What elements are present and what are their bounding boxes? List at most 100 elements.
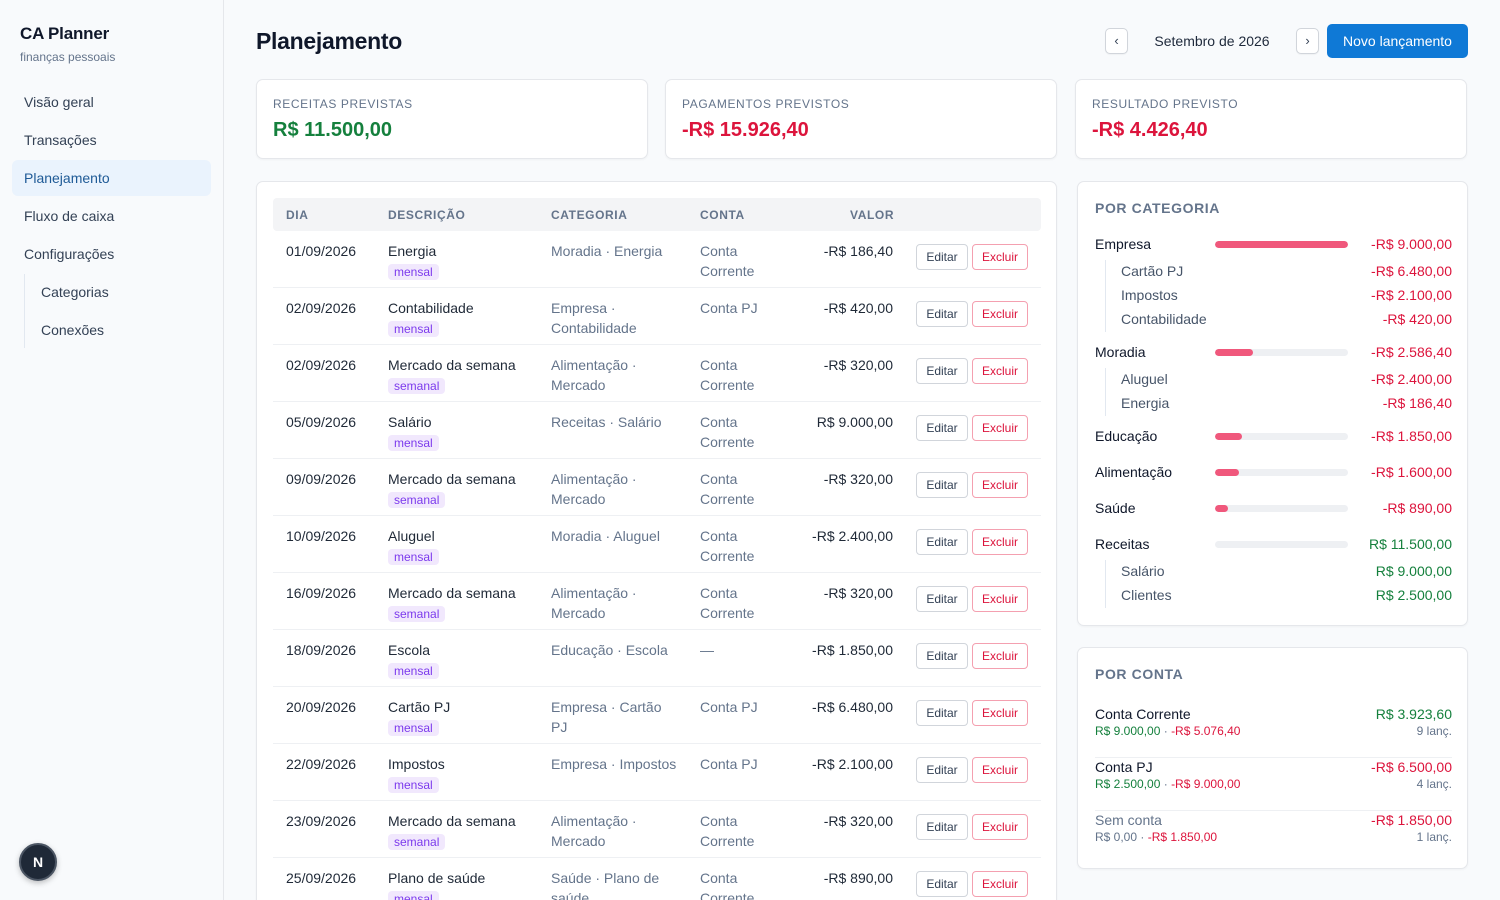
category-value: -R$ 9.000,00 — [1371, 236, 1452, 252]
edit-button[interactable]: Editar — [916, 871, 968, 897]
summary-value: -R$ 15.926,40 — [682, 119, 809, 141]
category-bar — [1215, 505, 1348, 512]
edit-button[interactable]: Editar — [916, 472, 968, 498]
table-row: 18/09/2026 Escola mensal Educação · Escola —… — [273, 630, 1041, 687]
frequency-badge: mensal — [388, 264, 439, 280]
previous-month-button[interactable]: ‹ — [1105, 28, 1128, 54]
category-bar-fill — [1215, 505, 1229, 512]
delete-button[interactable]: Excluir — [972, 814, 1028, 840]
row-date: 02/09/2026 — [286, 300, 357, 316]
subcategory-value: -R$ 420,00 — [1382, 311, 1452, 327]
account-breakdown-panel: POR CONTA Conta Corrente R$ 3.923,60 R$ 9.… — [1077, 647, 1468, 869]
separator: · — [1160, 724, 1172, 738]
new-entry-button[interactable]: Novo lançamento — [1327, 24, 1468, 58]
account-total: -R$ 6.500,00 — [1371, 759, 1452, 775]
edit-button[interactable]: Editar — [916, 814, 968, 840]
frequency-badge: mensal — [388, 891, 439, 900]
panel-title: POR CONTA — [1095, 666, 1184, 682]
category-name: Saúde — [1095, 500, 1136, 516]
table-row: 16/09/2026 Mercado da semana semanal Alimen… — [273, 573, 1041, 630]
row-account: Conta Corrente — [700, 528, 755, 564]
row-description-text: Aluguel — [388, 528, 435, 544]
row-amount: -R$ 890,00 — [823, 870, 893, 886]
row-category: Empresa · Contabilidade — [551, 300, 637, 336]
category-value: -R$ 1.600,00 — [1371, 464, 1452, 480]
edit-button[interactable]: Editar — [916, 643, 968, 669]
edit-button[interactable]: Editar — [916, 301, 968, 327]
category-breakdown-panel: POR CATEGORIA Empresa -R$ 9.000,00 Cartão … — [1077, 181, 1468, 626]
table-row: 23/09/2026 Mercado da semana semanal Alimen… — [273, 801, 1041, 858]
delete-button[interactable]: Excluir — [972, 301, 1028, 327]
frequency-badge: mensal — [388, 549, 439, 565]
edit-button[interactable]: Editar — [916, 586, 968, 612]
current-month: Setembro de 2026 — [1154, 33, 1270, 49]
delete-button[interactable]: Excluir — [972, 415, 1028, 441]
delete-button[interactable]: Excluir — [972, 643, 1028, 669]
next-month-button[interactable]: › — [1296, 28, 1319, 54]
row-date: 09/09/2026 — [286, 471, 357, 487]
row-date: 10/09/2026 — [286, 528, 357, 544]
row-category: Moradia · Aluguel — [551, 528, 660, 544]
table-row: 22/09/2026 Impostos mensal Empresa · Impost… — [273, 744, 1041, 801]
row-description: Impostos mensal — [388, 754, 548, 794]
subcategory-value: -R$ 186,40 — [1382, 395, 1452, 411]
category-row: Receitas R$ 11.500,00 — [1095, 534, 1452, 554]
row-category: Receitas · Salário — [551, 414, 662, 430]
edit-button[interactable]: Editar — [916, 358, 968, 384]
app-subtitle: finanças pessoais — [20, 50, 116, 64]
category-row: Saúde -R$ 890,00 — [1095, 498, 1452, 518]
row-category: Alimentação · Mercado — [551, 813, 637, 849]
subcategory-name: Aluguel — [1121, 371, 1168, 387]
row-description: Mercado da semana semanal — [388, 583, 548, 623]
account-expense: -R$ 1.850,00 — [1147, 830, 1218, 844]
sidebar-item-transacoes[interactable]: Transações — [24, 132, 97, 148]
page-title: Planejamento — [256, 28, 402, 54]
sidebar-item-conexoes[interactable]: Conexões — [41, 322, 105, 338]
edit-button[interactable]: Editar — [916, 529, 968, 555]
row-description: Cartão PJ mensal — [388, 697, 548, 737]
table-row: 02/09/2026 Contabilidade mensal Empresa · C… — [273, 288, 1041, 345]
sidebar-item-fluxo-de-caixa[interactable]: Fluxo de caixa — [24, 208, 115, 224]
row-account: Conta PJ — [700, 699, 758, 715]
delete-button[interactable]: Excluir — [972, 529, 1028, 555]
summary-card: PAGAMENTOS PREVISTOS -R$ 15.926,40 — [665, 79, 1057, 159]
category-bar — [1215, 433, 1348, 440]
category-bar-fill — [1215, 469, 1239, 476]
delete-button[interactable]: Excluir — [972, 472, 1028, 498]
sidebar-item-categorias[interactable]: Categorias — [41, 284, 109, 300]
summary-card: RECEITAS PREVISTAS R$ 11.500,00 — [256, 79, 648, 159]
sidebar-item-planejamento[interactable]: Planejamento — [12, 160, 211, 196]
subcategory-name: Contabilidade — [1121, 311, 1207, 327]
delete-button[interactable]: Excluir — [972, 871, 1028, 897]
edit-button[interactable]: Editar — [916, 757, 968, 783]
row-description: Mercado da semana semanal — [388, 469, 548, 509]
edit-button[interactable]: Editar — [916, 700, 968, 726]
delete-button[interactable]: Excluir — [972, 700, 1028, 726]
dev-tools-badge[interactable]: N — [19, 843, 57, 881]
edit-button[interactable]: Editar — [916, 415, 968, 441]
row-description-text: Energia — [388, 243, 437, 259]
row-date: 25/09/2026 — [286, 870, 357, 886]
frequency-badge: semanal — [388, 378, 446, 394]
sidebar-item-visao-geral[interactable]: Visão geral — [24, 94, 94, 110]
edit-button[interactable]: Editar — [916, 244, 968, 270]
frequency-badge: semanal — [388, 834, 446, 850]
delete-button[interactable]: Excluir — [972, 244, 1028, 270]
subcategory-value: R$ 9.000,00 — [1375, 563, 1452, 579]
summary-label: RESULTADO PREVISTO — [1092, 97, 1239, 111]
frequency-badge: mensal — [388, 777, 439, 793]
delete-button[interactable]: Excluir — [972, 586, 1028, 612]
delete-button[interactable]: Excluir — [972, 757, 1028, 783]
category-value: -R$ 2.586,40 — [1371, 344, 1452, 360]
category-name: Educação — [1095, 428, 1158, 444]
column-header-conta: CONTA — [700, 208, 745, 222]
row-description: Energia mensal — [388, 241, 548, 281]
account-row: Conta Corrente R$ 3.923,60 R$ 9.000,00 · -… — [1095, 705, 1452, 758]
planning-table: DIA DESCRIÇÃO CATEGORIA CONTA VALOR 01/0… — [256, 181, 1057, 900]
row-category: Educação · Escola — [551, 642, 668, 658]
account-entry-count: 4 lanç. — [1416, 777, 1452, 791]
subcategory-value: -R$ 2.400,00 — [1371, 371, 1452, 387]
subcategory-name: Impostos — [1121, 287, 1178, 303]
sidebar-item-configuracoes[interactable]: Configurações — [24, 246, 115, 262]
delete-button[interactable]: Excluir — [972, 358, 1028, 384]
